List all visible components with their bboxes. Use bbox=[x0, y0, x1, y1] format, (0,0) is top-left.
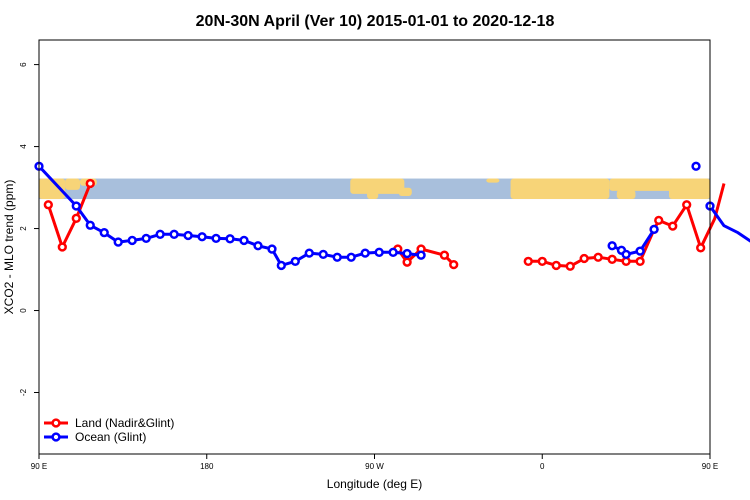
legend-item: Ocean (Glint) bbox=[44, 430, 146, 444]
y-axis-title: XCO2 - MLO trend (ppm) bbox=[2, 180, 16, 315]
data-point bbox=[402, 248, 412, 259]
map-band-land bbox=[668, 178, 710, 200]
x-tick-label: 90 E bbox=[31, 462, 47, 471]
data-point bbox=[523, 256, 533, 266]
data-point bbox=[682, 200, 692, 210]
data-point bbox=[607, 241, 617, 251]
data-point bbox=[290, 256, 300, 266]
map-band-land bbox=[616, 189, 636, 200]
data-point bbox=[276, 260, 286, 271]
data-point bbox=[346, 252, 356, 262]
data-point bbox=[691, 161, 701, 171]
data-point bbox=[141, 233, 151, 244]
data-point bbox=[621, 249, 631, 260]
data-point bbox=[360, 248, 370, 258]
data-point bbox=[85, 178, 95, 189]
data-point bbox=[253, 241, 263, 251]
data-point bbox=[99, 228, 109, 238]
map-band-land bbox=[367, 190, 379, 200]
data-point bbox=[654, 215, 664, 226]
x-tick-label: 90 W bbox=[365, 462, 384, 471]
data-point bbox=[85, 220, 95, 230]
data-point bbox=[607, 254, 617, 264]
series-line bbox=[46, 182, 92, 249]
data-point bbox=[43, 200, 53, 210]
data-point bbox=[593, 252, 603, 262]
legend-marker bbox=[51, 432, 61, 442]
legend: Land (Nadir&Glint)Ocean (Glint) bbox=[44, 416, 174, 444]
chart-title: 20N-30N April (Ver 10) 2015-01-01 to 202… bbox=[196, 13, 555, 30]
data-point bbox=[225, 234, 235, 244]
data-point bbox=[649, 224, 659, 235]
data-point bbox=[71, 213, 81, 223]
legend-label: Land (Nadir&Glint) bbox=[75, 416, 174, 430]
data-point bbox=[696, 243, 706, 253]
map-band-land bbox=[510, 178, 610, 200]
data-point bbox=[267, 244, 277, 254]
x-tick-label: 180 bbox=[200, 462, 214, 471]
series-line bbox=[708, 205, 750, 243]
data-point bbox=[183, 230, 193, 241]
y-tick-label: 6 bbox=[19, 62, 28, 67]
data-point bbox=[439, 250, 450, 260]
data-point bbox=[304, 248, 314, 258]
series-ocean bbox=[34, 161, 750, 271]
data-point bbox=[127, 235, 137, 246]
map-band-land bbox=[398, 187, 412, 196]
map-band-land bbox=[486, 178, 500, 183]
data-point bbox=[197, 232, 207, 242]
map-band-land bbox=[65, 178, 81, 190]
data-point bbox=[169, 229, 179, 239]
data-point bbox=[388, 247, 398, 257]
data-point bbox=[635, 256, 645, 266]
data-point bbox=[239, 235, 249, 246]
data-point bbox=[155, 229, 165, 239]
data-point bbox=[579, 253, 589, 264]
legend-label: Ocean (Glint) bbox=[75, 430, 146, 444]
data-point bbox=[565, 261, 575, 271]
map-band bbox=[39, 178, 710, 200]
data-point bbox=[551, 260, 561, 271]
data-point bbox=[537, 256, 547, 266]
data-point bbox=[449, 259, 459, 270]
x-tick-label: 90 E bbox=[702, 462, 718, 471]
data-point bbox=[71, 201, 81, 211]
y-tick-label: -2 bbox=[19, 388, 28, 396]
data-point bbox=[211, 233, 221, 244]
legend-marker bbox=[51, 418, 61, 428]
data-point bbox=[402, 257, 412, 267]
map-band-land bbox=[39, 178, 66, 200]
data-point bbox=[113, 237, 123, 247]
data-point bbox=[332, 252, 342, 262]
legend-item: Land (Nadir&Glint) bbox=[44, 416, 174, 430]
data-point bbox=[668, 221, 678, 231]
map-band-land bbox=[350, 178, 405, 194]
series-line bbox=[528, 183, 726, 268]
data-point bbox=[635, 246, 645, 256]
x-axis-title: Longitude (deg E) bbox=[327, 477, 422, 491]
map-band-land bbox=[635, 178, 655, 188]
data-point bbox=[318, 249, 328, 260]
data-point bbox=[416, 250, 426, 260]
x-tick-label: 0 bbox=[540, 462, 545, 471]
y-tick-label: 2 bbox=[19, 226, 28, 231]
y-tick-label: 4 bbox=[19, 144, 28, 149]
data-point bbox=[374, 247, 384, 257]
data-point bbox=[57, 242, 67, 252]
y-tick-label: 0 bbox=[19, 308, 28, 313]
